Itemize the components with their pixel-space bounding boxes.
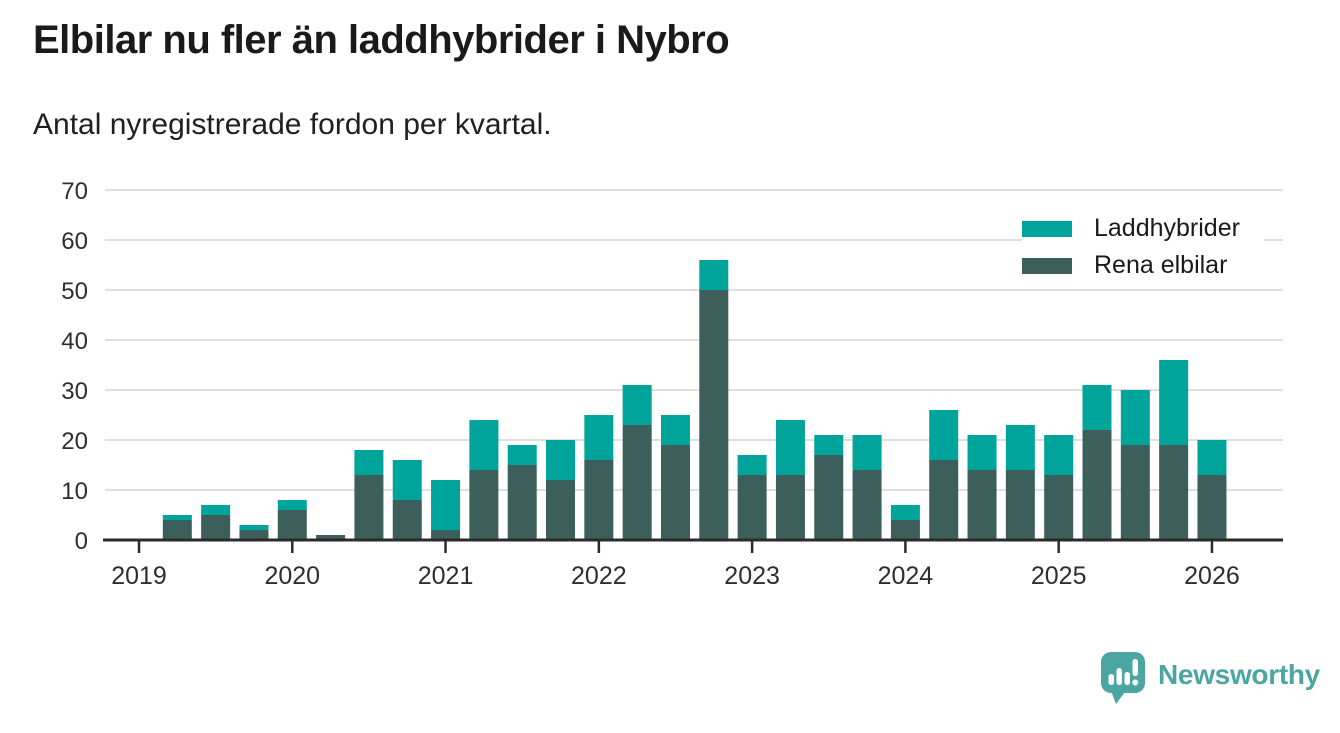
bar-segment-rena-elbilar [431,530,461,540]
bar-segment-rena-elbilar [584,460,614,540]
bar-segment-laddhybrider [1005,425,1035,470]
bar-segment-rena-elbilar [354,475,384,540]
bar-segment-laddhybrider [775,420,805,475]
bar-segment-rena-elbilar [737,475,767,540]
legend-swatch-laddhybrider [1022,220,1072,237]
bar-segment-rena-elbilar [201,515,231,540]
bar-segment-laddhybrider [852,435,882,470]
bar-segment-rena-elbilar [660,445,690,540]
bar-segment-laddhybrider [890,505,920,520]
y-tick-label: 30 [61,378,88,405]
bar-segment-laddhybrider [929,410,959,460]
brand-name: Newsworthy [1158,659,1320,690]
bar-segment-rena-elbilar [814,455,844,540]
y-tick-label: 0 [75,528,88,555]
x-tick-label: 2024 [878,562,934,590]
bar-segment-laddhybrider [392,460,422,500]
bar-segment-laddhybrider [967,435,997,470]
bar-segment-laddhybrider [1197,440,1227,475]
bar-segment-rena-elbilar [929,460,959,540]
legend-label: Rena elbilar [1094,251,1228,279]
bar-segment-rena-elbilar [1005,470,1035,540]
bar-segment-rena-elbilar [507,465,537,540]
bar-segment-rena-elbilar [775,475,805,540]
brand-footer: Newsworthy [1100,652,1320,704]
bar-segment-rena-elbilar [469,470,499,540]
bar-segment-rena-elbilar [162,520,192,540]
chart-subtitle: Antal nyregistrerade fordon per kvartal. [33,108,552,141]
bar-segment-rena-elbilar [890,520,920,540]
bar-segment-laddhybrider [162,515,192,520]
legend-item-rena-elbilar: Rena elbilar [1022,250,1264,281]
x-tick-label: 2019 [111,562,167,590]
bar-segment-laddhybrider [354,450,384,475]
bar-segment-laddhybrider [1120,390,1150,445]
chart-title: Elbilar nu fler än laddhybrider i Nybro [33,18,730,62]
bar-segment-rena-elbilar [622,425,652,540]
bar-segment-laddhybrider [814,435,844,455]
bar-segment-rena-elbilar [239,530,269,540]
y-tick-label: 10 [61,478,88,505]
bar-segment-rena-elbilar [967,470,997,540]
bar-segment-rena-elbilar [546,480,576,540]
bar-segment-laddhybrider [239,525,269,530]
bar-segment-rena-elbilar [1120,445,1150,540]
bar-segment-laddhybrider [699,260,729,290]
legend-item-laddhybrider: Laddhybrider [1022,213,1264,244]
y-tick-label: 50 [61,278,88,305]
bar-segment-laddhybrider [469,420,499,470]
y-tick-label: 40 [61,328,88,355]
y-tick-label: 70 [61,178,88,205]
bar-segment-laddhybrider [1082,385,1112,430]
x-tick-label: 2022 [571,562,627,590]
y-tick-label: 20 [61,428,88,455]
bar-segment-laddhybrider [622,385,652,425]
bar-segment-rena-elbilar [1082,430,1112,540]
bar-segment-laddhybrider [277,500,307,510]
x-tick-label: 2021 [418,562,474,590]
bar-segment-laddhybrider [507,445,537,465]
legend-swatch-rena-elbilar [1022,257,1072,274]
bar-segment-laddhybrider [737,455,767,475]
legend-label: Laddhybrider [1094,214,1240,242]
bar-segment-laddhybrider [1044,435,1074,475]
chart-legend: Laddhybrider Rena elbilar [1022,211,1264,283]
x-tick-label: 2023 [724,562,780,590]
x-tick-label: 2025 [1031,562,1087,590]
bar-segment-laddhybrider [431,480,461,530]
bar-segment-laddhybrider [660,415,690,445]
y-tick-label: 60 [61,228,88,255]
bar-segment-laddhybrider [201,505,231,515]
bar-segment-laddhybrider [584,415,614,460]
bar-segment-rena-elbilar [1159,445,1189,540]
bar-segment-rena-elbilar [392,500,422,540]
bar-segment-rena-elbilar [1044,475,1074,540]
bar-segment-rena-elbilar [277,510,307,540]
bar-segment-laddhybrider [546,440,576,480]
bar-segment-laddhybrider [1159,360,1189,445]
x-tick-label: 2026 [1184,562,1240,590]
newsworthy-logo-icon [1101,652,1145,704]
x-tick-label: 2020 [264,562,320,590]
bar-segment-rena-elbilar [316,535,346,540]
bar-segment-rena-elbilar [699,290,729,540]
bar-segment-rena-elbilar [1197,475,1227,540]
bar-segment-rena-elbilar [852,470,882,540]
